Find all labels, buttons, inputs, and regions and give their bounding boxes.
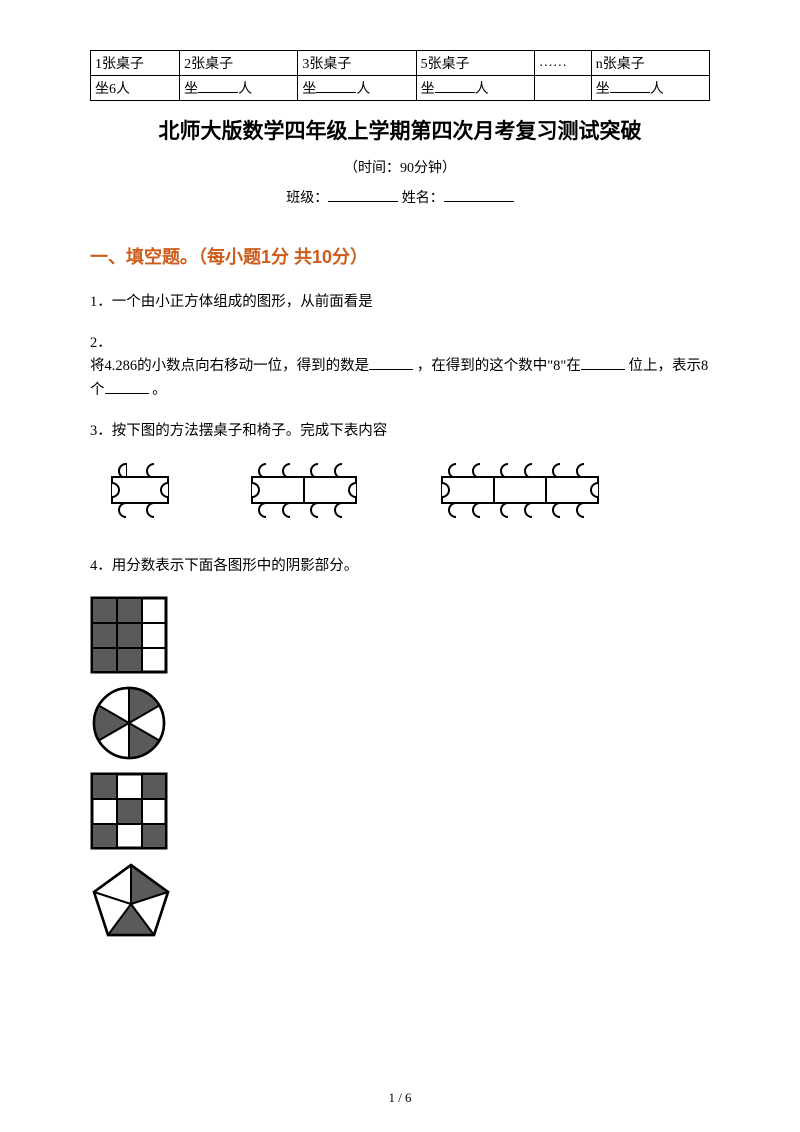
tt-r1c1: 坐人 [180,76,298,101]
tt-r1c5: 坐人 [591,76,709,101]
top-table: 1张桌子 2张桌子 3张桌子 5张桌子 …… n张桌子 坐6人 坐人 坐人 坐人… [90,50,710,101]
question-1: 1．一个由小正方体组成的图形，从前面看是 [90,291,710,314]
subtitle: （时间：90分钟） [90,157,710,177]
table-2-icon [234,461,384,523]
table-1-icon [94,461,194,523]
square-grid-shape-icon [90,596,168,674]
square-checker-icon [90,772,168,850]
table-3-icon [424,461,624,523]
pentagon-shape-icon [90,860,172,940]
q2-b: ，在得到的这个数中"8"在 [417,358,581,374]
page-number: 1 / 6 [0,1090,800,1106]
q2-d: 。 [152,382,167,398]
tt-r1c0: 坐6人 [91,76,180,101]
q2-pre: 2． [90,335,112,351]
tt-r0c1: 2张桌子 [180,51,298,76]
tt-r0c2: 3张桌子 [298,51,416,76]
tt-r1c3: 坐人 [416,76,534,101]
tt-r1c2: 坐人 [298,76,416,101]
question-2: 2． 将4.286的小数点向右移动一位，得到的数是 ，在得到的这个数中"8"在 … [90,332,710,402]
fraction-shapes [90,596,710,940]
q2-a: 将4.286的小数点向右移动一位，得到的数是 [90,358,369,374]
section-header: 一、填空题。（每小题1分 共10分） [90,243,710,269]
circle-slices-icon [90,684,168,762]
page-title: 北师大版数学四年级上学期第四次月考复习测试突破 [90,115,710,145]
question-3: 3．按下图的方法摆桌子和椅子。完成下表内容 [90,420,710,443]
tt-r0c0: 1张桌子 [91,51,180,76]
tt-r0c5: n张桌子 [591,51,709,76]
table-diagram-row [90,461,710,523]
info-line: 班级： 姓名： [90,187,710,207]
name-label: 姓名： [402,191,444,206]
tt-r1c4 [534,76,591,101]
tt-r0c3: 5张桌子 [416,51,534,76]
tt-r0c4: …… [534,51,591,76]
question-4: 4．用分数表示下面各图形中的阴影部分。 [90,555,710,578]
class-label: 班级： [286,191,328,206]
